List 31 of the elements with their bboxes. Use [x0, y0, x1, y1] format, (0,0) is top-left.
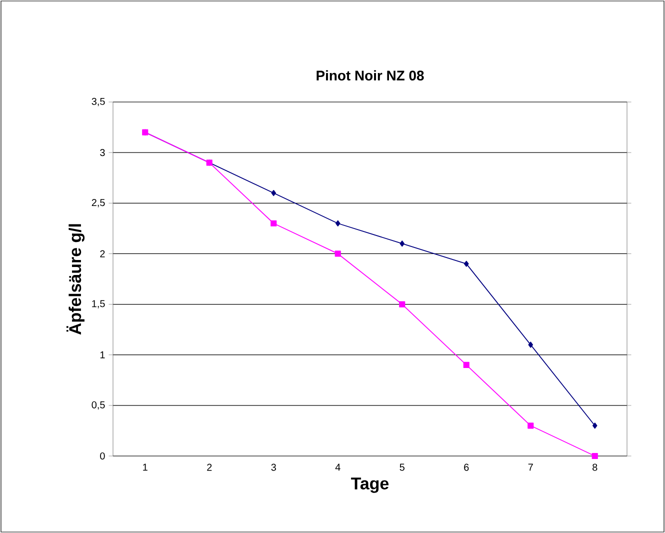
point — [399, 301, 406, 308]
x-tick-label: 8 — [592, 464, 598, 471]
y-tick-label: 3,5 — [92, 98, 105, 106]
point — [464, 260, 469, 267]
point — [271, 190, 276, 196]
y-tick-label: 1 — [100, 351, 105, 358]
y-tick-label: 0,5 — [92, 401, 105, 410]
x-tick-label: 4 — [335, 464, 340, 471]
point — [335, 220, 340, 226]
y-tick-label: 1,5 — [92, 300, 105, 308]
y-tick-label: 2 — [100, 250, 105, 258]
x-tick-label: 6 — [464, 464, 469, 471]
point — [528, 342, 534, 348]
y-tick-label: 3 — [100, 149, 105, 156]
point — [334, 250, 341, 257]
x-tick-label: 5 — [400, 464, 404, 471]
x-tick-label: 3 — [271, 464, 276, 471]
x-tick-label: 7 — [528, 464, 533, 471]
point — [592, 452, 598, 460]
point — [592, 422, 598, 429]
y-tick-label: 0 — [100, 452, 105, 460]
x-axis-title: Tage — [351, 478, 389, 493]
point — [400, 240, 405, 247]
point — [528, 422, 534, 429]
point — [270, 220, 277, 226]
y-axis-title: Äpfelsäure g/l — [66, 224, 85, 335]
chart-title: Pinot Noir NZ 08 — [316, 70, 424, 81]
x-tick-label: 2 — [207, 464, 212, 471]
y-tick-label: 2,5 — [92, 199, 105, 208]
point — [463, 362, 470, 368]
x-tick-label: 1 — [143, 464, 148, 471]
